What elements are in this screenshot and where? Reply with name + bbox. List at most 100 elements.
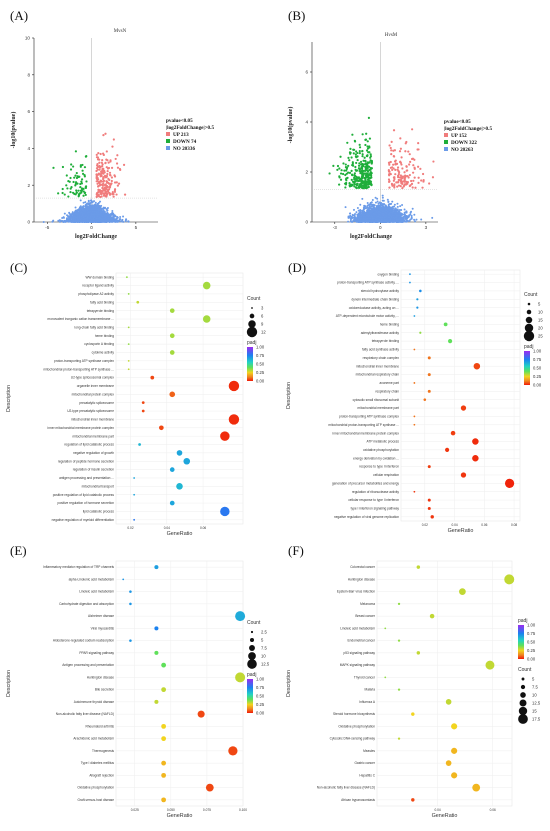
x-tick-label: 0 bbox=[90, 225, 93, 230]
no-point bbox=[393, 220, 396, 223]
up-point bbox=[95, 153, 98, 156]
no-point bbox=[387, 201, 390, 204]
no-point bbox=[112, 215, 115, 218]
no-point bbox=[62, 216, 65, 219]
down-point bbox=[81, 163, 84, 167]
up-point bbox=[107, 161, 110, 164]
legend-no-label: NO 20263 bbox=[451, 147, 473, 153]
up-point bbox=[100, 192, 103, 196]
down-point bbox=[70, 163, 73, 166]
down-point bbox=[65, 174, 68, 177]
no-point bbox=[66, 218, 69, 221]
no-point bbox=[74, 209, 77, 212]
no-point bbox=[82, 218, 85, 221]
no-point bbox=[91, 210, 94, 213]
x-tick-label: -5 bbox=[45, 225, 50, 230]
down-point bbox=[80, 178, 84, 181]
up-point bbox=[116, 154, 119, 157]
no-point bbox=[87, 199, 90, 202]
up-point bbox=[99, 152, 102, 156]
down-point bbox=[67, 195, 70, 198]
down-point bbox=[75, 191, 78, 194]
legend-swatch-no bbox=[166, 146, 170, 150]
no-point bbox=[82, 201, 85, 204]
no-point bbox=[407, 216, 410, 219]
down-point bbox=[69, 176, 72, 180]
up-point bbox=[101, 163, 104, 166]
no-point bbox=[78, 215, 81, 218]
no-point bbox=[359, 203, 362, 206]
no-point bbox=[70, 220, 73, 223]
no-point bbox=[61, 217, 64, 220]
no-point bbox=[92, 220, 95, 223]
no-point bbox=[79, 199, 82, 202]
no-point bbox=[347, 220, 350, 223]
no-point bbox=[78, 211, 81, 214]
y-tick-label: 0 bbox=[305, 220, 308, 225]
no-point bbox=[393, 203, 396, 206]
no-point bbox=[101, 207, 104, 210]
volcano-points bbox=[328, 116, 435, 223]
up-point bbox=[95, 174, 98, 177]
up-point bbox=[99, 173, 102, 176]
up-point bbox=[114, 157, 117, 161]
up-point bbox=[95, 164, 99, 167]
no-point bbox=[94, 201, 97, 204]
no-point bbox=[97, 213, 100, 216]
no-point bbox=[112, 212, 115, 215]
down-point bbox=[52, 166, 55, 169]
no-point bbox=[106, 209, 109, 212]
no-point bbox=[349, 212, 352, 215]
down-point bbox=[75, 171, 78, 175]
no-point bbox=[127, 220, 130, 223]
panel-label-d: (D) bbox=[288, 260, 306, 275]
panel-label-b: (B) bbox=[288, 8, 305, 23]
panel-label-f: (F) bbox=[288, 543, 304, 558]
y-tick-label: 2 bbox=[27, 183, 30, 188]
no-point bbox=[114, 219, 117, 222]
panel-label-a: (A) bbox=[10, 8, 28, 23]
no-point bbox=[72, 218, 75, 221]
up-point bbox=[102, 194, 106, 197]
no-point bbox=[68, 211, 71, 214]
y-tick-label: 0 bbox=[27, 220, 30, 225]
down-point bbox=[84, 193, 87, 197]
up-point bbox=[102, 176, 105, 180]
legend-swatch-down bbox=[444, 140, 448, 144]
y-tick-label: 6 bbox=[27, 109, 30, 114]
y-tick-label: 2 bbox=[305, 170, 308, 175]
no-point bbox=[414, 220, 417, 223]
legend-down-label: DOWN 322 bbox=[451, 140, 477, 146]
no-point bbox=[95, 217, 98, 220]
no-point bbox=[415, 218, 418, 221]
no-point bbox=[366, 205, 369, 208]
up-point bbox=[110, 166, 114, 169]
up-point bbox=[109, 159, 112, 162]
legend-up-label: UP 152 bbox=[451, 133, 467, 139]
up-point bbox=[95, 169, 98, 173]
x-tick-label: 0 bbox=[379, 225, 382, 230]
no-point bbox=[381, 206, 384, 209]
up-point bbox=[95, 180, 98, 183]
up-point bbox=[118, 167, 122, 171]
no-point bbox=[83, 212, 86, 215]
no-point bbox=[86, 215, 89, 218]
x-axis-title: log2FoldChange bbox=[350, 234, 392, 240]
no-point bbox=[372, 209, 375, 212]
up-point bbox=[98, 161, 101, 164]
up-point bbox=[106, 172, 109, 176]
no-point bbox=[68, 216, 71, 219]
up-point bbox=[105, 185, 108, 188]
up-point bbox=[96, 182, 99, 185]
volcano-title: HvsM bbox=[385, 33, 398, 38]
no-point bbox=[42, 221, 45, 223]
no-point bbox=[92, 208, 95, 211]
up-point bbox=[101, 159, 104, 162]
no-point bbox=[409, 211, 412, 214]
no-point bbox=[122, 220, 125, 223]
up-point bbox=[107, 177, 110, 180]
no-point bbox=[74, 206, 77, 209]
up-point bbox=[113, 188, 117, 191]
no-point bbox=[395, 208, 398, 211]
panel-label-e: (E) bbox=[10, 543, 27, 558]
